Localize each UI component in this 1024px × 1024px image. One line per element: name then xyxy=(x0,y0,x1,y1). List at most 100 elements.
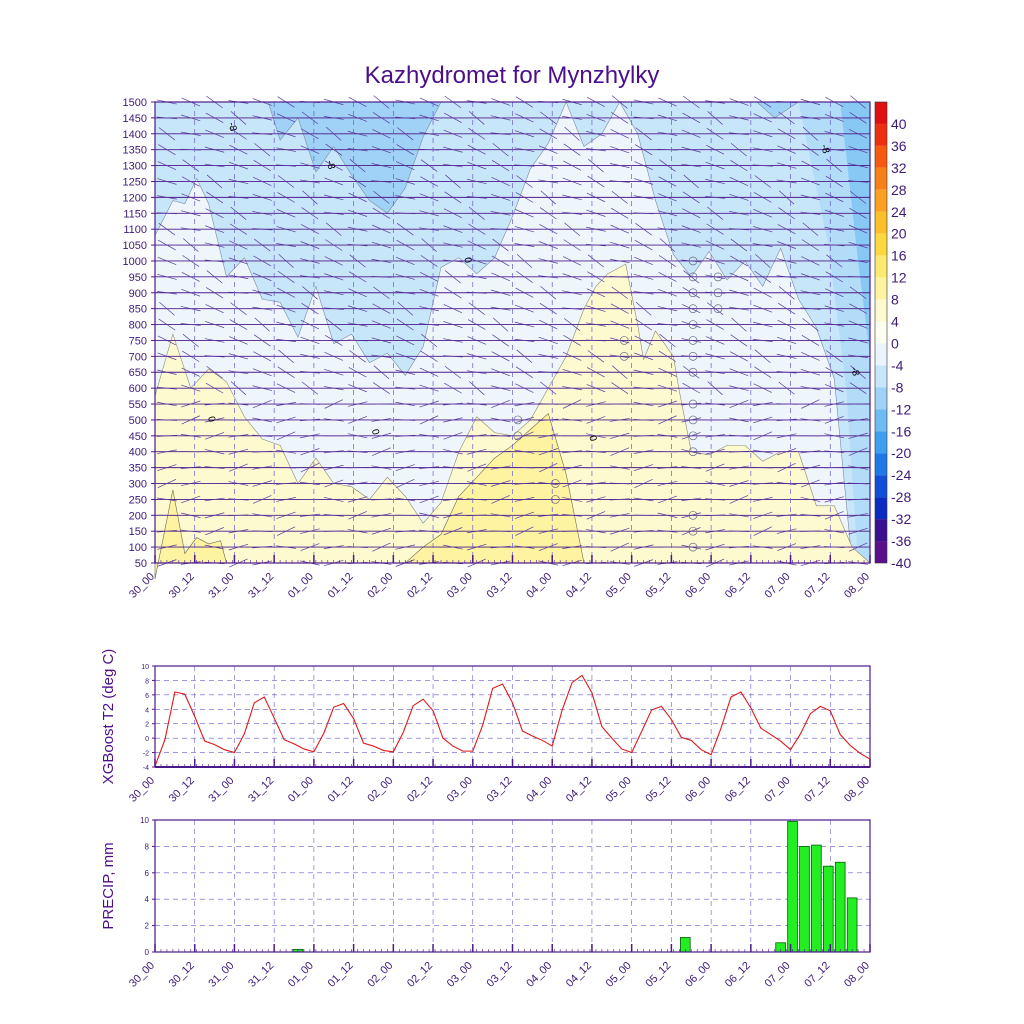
cross-x-tick-label: 02_00 xyxy=(365,571,395,601)
wind-barb xyxy=(371,337,392,344)
wind-barb xyxy=(585,546,606,549)
wind-barb xyxy=(252,480,272,487)
wind-barb xyxy=(800,496,821,502)
precip-x-tick-label: 30_12 xyxy=(167,960,197,990)
wind-barb xyxy=(490,450,511,453)
wind-barb xyxy=(228,434,249,438)
wind-barb xyxy=(205,225,225,233)
wind-barb xyxy=(205,432,225,440)
wind-barb xyxy=(562,399,582,409)
wind-barb xyxy=(705,481,725,486)
precip-bar xyxy=(846,897,858,953)
wind-barb xyxy=(252,400,272,409)
wind-barb xyxy=(610,542,629,552)
calm-circle xyxy=(688,288,698,298)
wind-barb xyxy=(682,191,700,204)
colorbar-box xyxy=(875,431,887,454)
wind-barb xyxy=(157,239,176,251)
wind-barb xyxy=(490,132,511,136)
wind-barb xyxy=(444,287,462,299)
wind-barb xyxy=(468,302,485,315)
wind-barb xyxy=(443,527,463,536)
precip-y-axis-label: PRECIP, mm xyxy=(100,842,117,929)
wind-barb xyxy=(468,127,486,140)
wind-barb xyxy=(585,466,606,469)
wind-barb xyxy=(372,447,391,456)
wind-barb xyxy=(778,286,795,300)
cross-x-tick-label: 06_12 xyxy=(723,571,753,601)
y-tick-label: 550 xyxy=(129,399,147,411)
wind-barb xyxy=(563,160,582,171)
wind-barb xyxy=(252,193,272,201)
chart-title: Kazhydromet for Mynzhylky xyxy=(364,62,660,89)
wind-barb xyxy=(467,144,486,155)
wind-barb xyxy=(777,462,796,473)
wind-barb xyxy=(587,175,605,188)
wind-barb xyxy=(228,370,249,375)
wind-barb xyxy=(777,145,796,154)
cross-x-tick-label: 01_12 xyxy=(326,571,356,601)
wind-barb xyxy=(396,239,415,251)
wind-barb xyxy=(443,449,463,455)
wind-barb xyxy=(633,273,654,280)
wind-barb xyxy=(372,207,391,219)
wind-barb xyxy=(466,274,487,280)
wind-barb xyxy=(729,289,749,296)
wind-barb xyxy=(347,305,368,312)
wind-barb xyxy=(705,448,725,455)
wind-barb xyxy=(253,176,272,187)
wind-barb xyxy=(276,383,296,393)
wind-barb xyxy=(228,481,249,486)
wind-barb xyxy=(705,434,726,438)
wind-barb xyxy=(609,163,630,168)
wind-barb xyxy=(562,116,583,120)
wind-barb xyxy=(492,238,509,252)
wind-barb xyxy=(586,305,606,312)
wind-barb xyxy=(156,116,177,120)
wind-barb xyxy=(514,497,535,502)
wind-barb xyxy=(419,131,439,136)
colorbar-label: -28 xyxy=(891,489,911,505)
calm-circle xyxy=(688,526,698,536)
calm-circle xyxy=(688,399,698,409)
calm-circle xyxy=(513,431,523,441)
contour-label: 0 xyxy=(461,256,473,265)
wind-barb xyxy=(657,434,678,438)
wind-barb xyxy=(633,449,654,454)
wind-barb xyxy=(753,130,773,138)
wind-barb xyxy=(466,529,487,534)
wind-barb xyxy=(633,419,654,421)
wind-barb xyxy=(469,381,485,396)
wind-barb xyxy=(562,386,582,391)
wind-barb xyxy=(728,306,749,311)
wind-barb xyxy=(777,302,796,315)
wind-barb xyxy=(776,353,797,359)
wind-barb xyxy=(372,224,391,234)
wind-barb xyxy=(156,434,177,437)
colorbar-box xyxy=(875,519,887,542)
wind-barb xyxy=(848,418,869,422)
wind-barb xyxy=(681,355,702,358)
wind-barb xyxy=(752,147,773,152)
t2-y-tick-label: 6 xyxy=(145,693,149,700)
wind-barb xyxy=(800,368,821,376)
t2-x-tick-label: 04_12 xyxy=(564,775,594,805)
wind-barb xyxy=(254,238,271,252)
wind-barb xyxy=(539,128,558,140)
wind-barb xyxy=(205,382,224,394)
wind-barb xyxy=(705,353,725,360)
wind-barb xyxy=(610,320,630,329)
wind-barb xyxy=(825,350,843,363)
wind-barb xyxy=(252,272,272,282)
wind-barb xyxy=(538,513,559,517)
wind-barb xyxy=(228,543,249,551)
wind-barb xyxy=(824,243,845,247)
wind-barb xyxy=(466,178,487,185)
y-tick-label: 150 xyxy=(129,526,147,538)
precip-bar xyxy=(823,865,834,953)
t2-x-tick-label: 06_00 xyxy=(683,775,713,805)
wind-barb xyxy=(442,402,463,406)
wind-barb xyxy=(419,529,440,533)
y-tick-label: 500 xyxy=(129,415,147,427)
wind-barb xyxy=(753,511,773,519)
